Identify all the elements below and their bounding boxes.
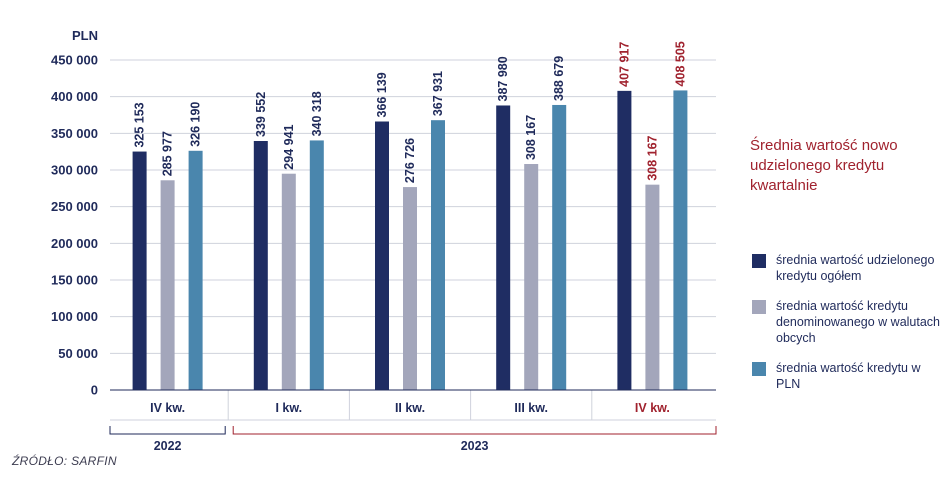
category-label: II kw.	[395, 401, 425, 415]
data-label: 408 505	[673, 41, 687, 86]
data-label: 366 139	[375, 72, 389, 117]
category-label: IV kw.	[635, 401, 670, 415]
y-tick-label: 100 000	[51, 309, 98, 324]
legend-item-pln: średnia wartość kredytu w PLN	[752, 360, 942, 392]
legend-swatch-total	[752, 254, 766, 268]
bar	[253, 140, 268, 390]
y-tick-label: 0	[91, 383, 98, 398]
legend-label-pln: średnia wartość kredytu w PLN	[776, 361, 921, 391]
data-label: 340 318	[310, 91, 324, 136]
y-unit-label: PLN	[72, 28, 98, 43]
data-label: 308 167	[524, 115, 538, 160]
legend-label-foreign: średnia wartość kredytu denominowanego w…	[776, 299, 940, 345]
legend-item-total: średnia wartość udzielonego kredytu ogół…	[752, 252, 942, 284]
legend-title: Średnia wartość nowo udzielonego kredytu…	[750, 137, 898, 194]
bar	[309, 140, 324, 390]
year-label: 2022	[154, 439, 182, 453]
y-tick-label: 250 000	[51, 199, 98, 214]
year-bracket	[232, 426, 717, 435]
bar	[645, 184, 660, 390]
bar	[617, 90, 632, 390]
y-tick-label: 400 000	[51, 89, 98, 104]
bar	[403, 187, 417, 390]
y-tick-label: 150 000	[51, 273, 98, 288]
category-label: III kw.	[514, 401, 548, 415]
y-tick-label: 450 000	[51, 53, 98, 68]
legend-label-total: średnia wartość udzielonego kredytu ogół…	[776, 253, 935, 283]
bar	[160, 180, 175, 390]
y-tick-label: 300 000	[51, 163, 98, 178]
bar	[431, 120, 445, 391]
bar	[281, 173, 296, 390]
y-tick-label: 50 000	[58, 346, 98, 361]
year-label: 2023	[461, 439, 489, 453]
legend-item-foreign: średnia wartość kredytu denominowanego w…	[752, 298, 942, 346]
legend: średnia wartość udzielonego kredytu ogół…	[752, 252, 942, 406]
bar	[552, 104, 567, 390]
category-label: I kw.	[275, 401, 302, 415]
data-label: 308 167	[645, 135, 659, 180]
data-label: 387 980	[496, 56, 510, 101]
source-note: ŹRÓDŁO: SARFIN	[12, 454, 117, 468]
y-tick-label: 200 000	[51, 236, 98, 251]
data-label: 367 931	[431, 71, 445, 116]
data-label: 285 977	[161, 131, 175, 176]
bar	[496, 105, 511, 391]
legend-swatch-pln	[752, 362, 766, 376]
data-label: 339 552	[254, 92, 268, 137]
category-label: IV kw.	[150, 401, 185, 415]
data-label: 407 917	[617, 42, 631, 87]
year-bracket	[109, 426, 226, 435]
bar	[524, 164, 539, 390]
data-label: 326 190	[189, 102, 203, 147]
bar	[673, 90, 688, 391]
bar	[375, 121, 389, 390]
data-label: 325 153	[133, 102, 147, 147]
bar	[188, 150, 203, 390]
data-label: 276 726	[403, 138, 417, 183]
data-label: 388 679	[552, 56, 566, 101]
data-label: 294 941	[282, 124, 296, 169]
legend-swatch-foreign	[752, 300, 766, 314]
y-tick-label: 350 000	[51, 126, 98, 141]
bar	[132, 151, 147, 390]
